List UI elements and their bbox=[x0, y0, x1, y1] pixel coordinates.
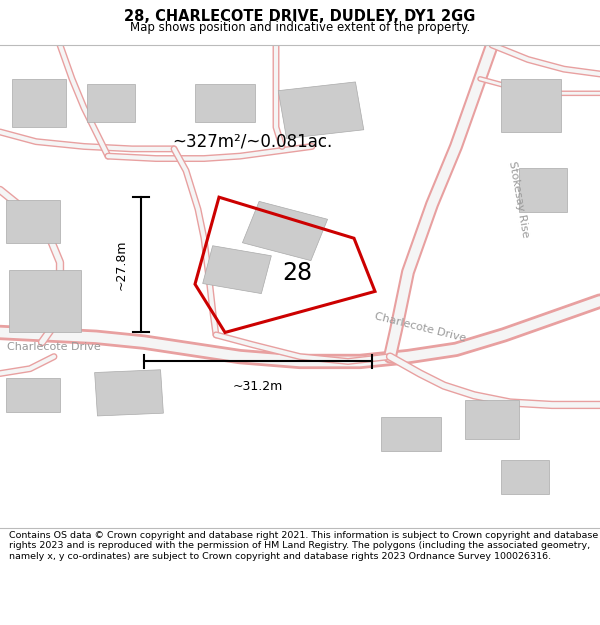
Polygon shape bbox=[6, 378, 60, 412]
Text: Charlecote Drive: Charlecote Drive bbox=[373, 311, 467, 344]
Polygon shape bbox=[519, 168, 567, 212]
Text: Map shows position and indicative extent of the property.: Map shows position and indicative extent… bbox=[130, 21, 470, 34]
Text: 28, CHARLECOTE DRIVE, DUDLEY, DY1 2GG: 28, CHARLECOTE DRIVE, DUDLEY, DY1 2GG bbox=[124, 9, 476, 24]
Text: Charlecote Drive: Charlecote Drive bbox=[7, 342, 101, 352]
Polygon shape bbox=[501, 79, 561, 132]
Polygon shape bbox=[6, 199, 60, 243]
Polygon shape bbox=[381, 417, 441, 451]
Polygon shape bbox=[501, 461, 549, 494]
Polygon shape bbox=[278, 82, 364, 139]
Polygon shape bbox=[242, 201, 328, 261]
Polygon shape bbox=[465, 400, 519, 439]
Polygon shape bbox=[195, 84, 255, 122]
Polygon shape bbox=[9, 269, 81, 332]
Text: 28: 28 bbox=[282, 261, 312, 285]
Polygon shape bbox=[12, 79, 66, 127]
Text: Contains OS data © Crown copyright and database right 2021. This information is : Contains OS data © Crown copyright and d… bbox=[9, 531, 598, 561]
Text: ~327m²/~0.081ac.: ~327m²/~0.081ac. bbox=[172, 132, 332, 151]
Text: Stokesay Rise: Stokesay Rise bbox=[508, 161, 530, 239]
Polygon shape bbox=[203, 246, 271, 294]
Text: ~27.8m: ~27.8m bbox=[115, 239, 128, 290]
Polygon shape bbox=[95, 370, 163, 416]
Text: ~31.2m: ~31.2m bbox=[233, 380, 283, 392]
Polygon shape bbox=[87, 84, 135, 122]
